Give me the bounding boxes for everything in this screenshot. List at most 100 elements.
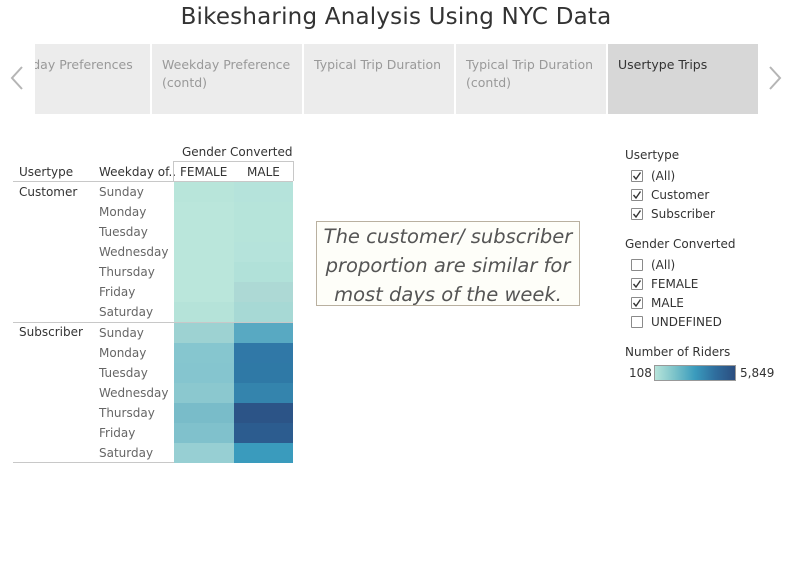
- annotation-line: proportion are similar for: [325, 254, 571, 277]
- filter-option-label: (All): [651, 169, 676, 183]
- heatmap-cell-male[interactable]: [234, 323, 293, 343]
- divider: [13, 322, 293, 323]
- weekday-label: Wednesday: [99, 245, 169, 259]
- heatmap-cell-male[interactable]: [234, 423, 293, 443]
- checkbox-checked-icon[interactable]: [631, 170, 643, 182]
- annotation-textbox: The customer/ subscriber proportion are …: [316, 221, 580, 306]
- legend-title: Number of Riders: [625, 345, 731, 359]
- filter-option-label: Customer: [651, 188, 710, 202]
- weekday-label: Tuesday: [99, 366, 148, 380]
- filter-option-label: MALE: [651, 296, 684, 310]
- weekday-label: Tuesday: [99, 225, 148, 239]
- annotation-line: The customer/ subscriber: [323, 225, 573, 248]
- weekday-label: Wednesday: [99, 386, 169, 400]
- checkbox-unchecked-icon[interactable]: [631, 259, 643, 271]
- heatmap-cell-male[interactable]: [234, 403, 293, 423]
- legend-color-ramp: [654, 365, 736, 381]
- checkbox-checked-icon[interactable]: [631, 297, 643, 309]
- heatmap-cell-male[interactable]: [234, 282, 293, 302]
- weekday-label: Friday: [99, 426, 136, 440]
- column-header-female: FEMALE: [180, 165, 228, 179]
- checkbox-checked-icon[interactable]: [631, 278, 643, 290]
- chevron-left-icon: [10, 66, 23, 90]
- story-prev-button[interactable]: [7, 62, 27, 94]
- heatmap-cell-female[interactable]: [174, 443, 234, 463]
- filter-option[interactable]: Subscriber: [631, 206, 715, 222]
- heatmap-cell-male[interactable]: [234, 222, 293, 242]
- legend-max-value: 5,849: [740, 366, 775, 380]
- column-group-header: Gender Converted: [182, 145, 293, 159]
- usertype-filter-title: Usertype: [625, 148, 680, 162]
- heatmap-cell-male[interactable]: [234, 363, 293, 383]
- checkbox-unchecked-icon[interactable]: [631, 316, 643, 328]
- story-point-label: Typical Trip Duration: [314, 57, 442, 72]
- weekday-label: Sunday: [99, 326, 144, 340]
- filter-option-label: (All): [651, 258, 676, 272]
- heatmap-cell-male[interactable]: [234, 302, 293, 322]
- row-header-usertype: Usertype: [19, 165, 74, 179]
- divider: [13, 181, 293, 182]
- heatmap-cell-female[interactable]: [174, 302, 234, 322]
- legend-min-value: 108: [629, 366, 652, 380]
- divider: [173, 161, 174, 181]
- heatmap-cell-male[interactable]: [234, 343, 293, 363]
- filter-option-label: Subscriber: [651, 207, 715, 221]
- filter-option[interactable]: (All): [631, 257, 675, 273]
- story-point-typical-trip-duration[interactable]: Typical Trip Duration: [304, 44, 454, 114]
- story-point-label: Weekday Preference (contd): [162, 57, 291, 90]
- heatmap-cell-female[interactable]: [174, 383, 234, 403]
- heatmap-cell-male[interactable]: [234, 383, 293, 403]
- heatmap-cell-male[interactable]: [234, 242, 293, 262]
- heatmap-cell-female[interactable]: [174, 202, 234, 222]
- divider: [293, 161, 294, 181]
- chevron-right-icon: [769, 66, 782, 90]
- heatmap-cell-female[interactable]: [174, 343, 234, 363]
- weekday-label: Sunday: [99, 185, 144, 199]
- usertype-label-customer: Customer: [19, 185, 78, 199]
- heatmap-cell-female[interactable]: [174, 403, 234, 423]
- heatmap-cell-male[interactable]: [234, 182, 293, 202]
- story-point-usertype-trips[interactable]: Usertype Trips: [608, 44, 758, 114]
- heatmap-cell-male[interactable]: [234, 262, 293, 282]
- heatmap-cell-male[interactable]: [234, 202, 293, 222]
- story-navigator: kday Preferences Weekday Preference (con…: [35, 44, 758, 114]
- heatmap-cell-female[interactable]: [174, 363, 234, 383]
- heatmap-cell-female[interactable]: [174, 282, 234, 302]
- weekday-label: Monday: [99, 205, 147, 219]
- heatmap-cell-female[interactable]: [174, 182, 234, 202]
- filter-option-label: UNDEFINED: [651, 315, 722, 329]
- checkbox-checked-icon[interactable]: [631, 189, 643, 201]
- heatmap-cell-female[interactable]: [174, 323, 234, 343]
- story-point-weekday-preferences[interactable]: kday Preferences: [35, 44, 150, 114]
- filter-option-label: FEMALE: [651, 277, 699, 291]
- checkbox-checked-icon[interactable]: [631, 208, 643, 220]
- story-point-label: Usertype Trips: [618, 57, 708, 72]
- row-header-weekday: Weekday of..: [99, 165, 177, 179]
- divider: [173, 161, 293, 162]
- story-point-weekday-preference-contd[interactable]: Weekday Preference (contd): [152, 44, 302, 114]
- story-point-label: Typical Trip Duration (contd): [466, 57, 594, 90]
- story-point-typical-trip-duration-contd[interactable]: Typical Trip Duration (contd): [456, 44, 606, 114]
- heatmap-cell-male[interactable]: [234, 443, 293, 463]
- annotation-line: most days of the week.: [334, 283, 562, 306]
- story-point-label: kday Preferences: [35, 57, 133, 72]
- divider: [13, 462, 293, 463]
- heatmap-cell-female[interactable]: [174, 242, 234, 262]
- usertype-label-subscriber: Subscriber: [19, 325, 83, 339]
- weekday-label: Friday: [99, 285, 136, 299]
- heatmap-cell-female[interactable]: [174, 262, 234, 282]
- filter-option[interactable]: FEMALE: [631, 276, 698, 292]
- heatmap-cell-female[interactable]: [174, 222, 234, 242]
- column-header-male: MALE: [247, 165, 280, 179]
- story-next-button[interactable]: [765, 62, 785, 94]
- weekday-label: Saturday: [99, 446, 154, 460]
- filter-option[interactable]: MALE: [631, 295, 684, 311]
- heatmap-cell-female[interactable]: [174, 423, 234, 443]
- filter-option[interactable]: Customer: [631, 187, 709, 203]
- gender-filter-title: Gender Converted: [625, 237, 736, 251]
- filter-option[interactable]: UNDEFINED: [631, 314, 722, 330]
- filter-option[interactable]: (All): [631, 168, 675, 184]
- weekday-label: Monday: [99, 346, 147, 360]
- weekday-label: Saturday: [99, 305, 154, 319]
- dashboard-title: Bikesharing Analysis Using NYC Data: [180, 4, 612, 30]
